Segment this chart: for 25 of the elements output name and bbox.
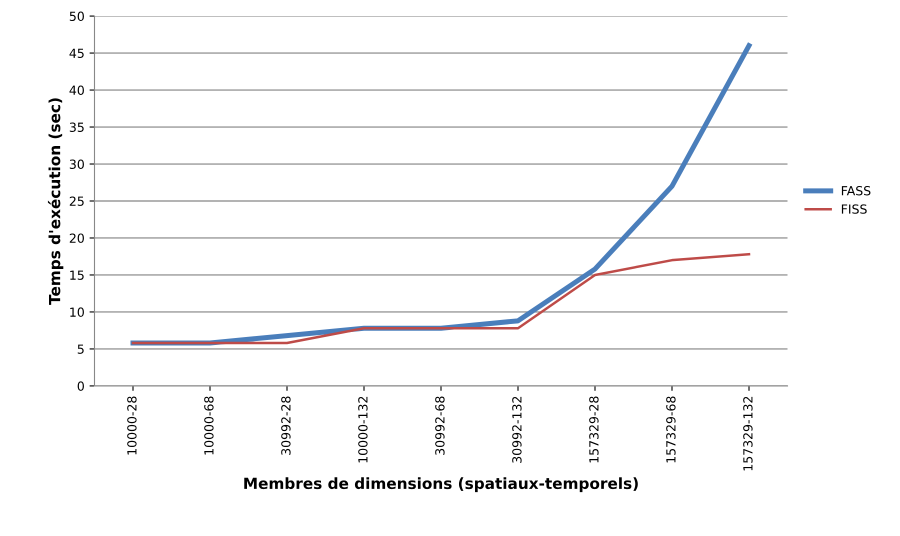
x-tick-label: 157329-68 [666,396,676,462]
y-tick-label: 15 [70,270,84,280]
y-tick-label: 30 [70,159,84,169]
y-tick-label: 10 [70,307,84,317]
x-axis-title: Membres de dimensions (spatiaux-temporels) [244,477,638,492]
y-tick-label: 5 [78,344,84,354]
y-axis-title: Temps d'exécution (sec) [48,98,64,305]
y-tick-label: 40 [69,86,84,95]
y-tick-label: 25 [70,196,84,206]
y-tick-label: 20 [70,233,84,243]
x-tick-label: 30992-68 [435,396,445,455]
x-tick-label: 10000-68 [204,396,214,454]
legend-label: FASS [842,186,870,196]
y-tick-label: 50 [70,12,84,22]
legend-label: FISS [842,204,867,214]
x-tick-label: 30992-132 [512,396,522,463]
line-series [132,253,750,344]
x-tick-label: 157329-132 [743,396,753,470]
x-tick-label: 10000-132 [358,396,368,462]
x-tick-label: 30992-28 [281,396,291,455]
x-tick-label: 10000-28 [127,396,137,454]
y-tick-label: 35 [70,122,84,132]
x-tick-label: 157329-28 [589,396,599,462]
y-tick-label: 0 [78,381,84,391]
y-tick-label: 45 [69,48,84,58]
